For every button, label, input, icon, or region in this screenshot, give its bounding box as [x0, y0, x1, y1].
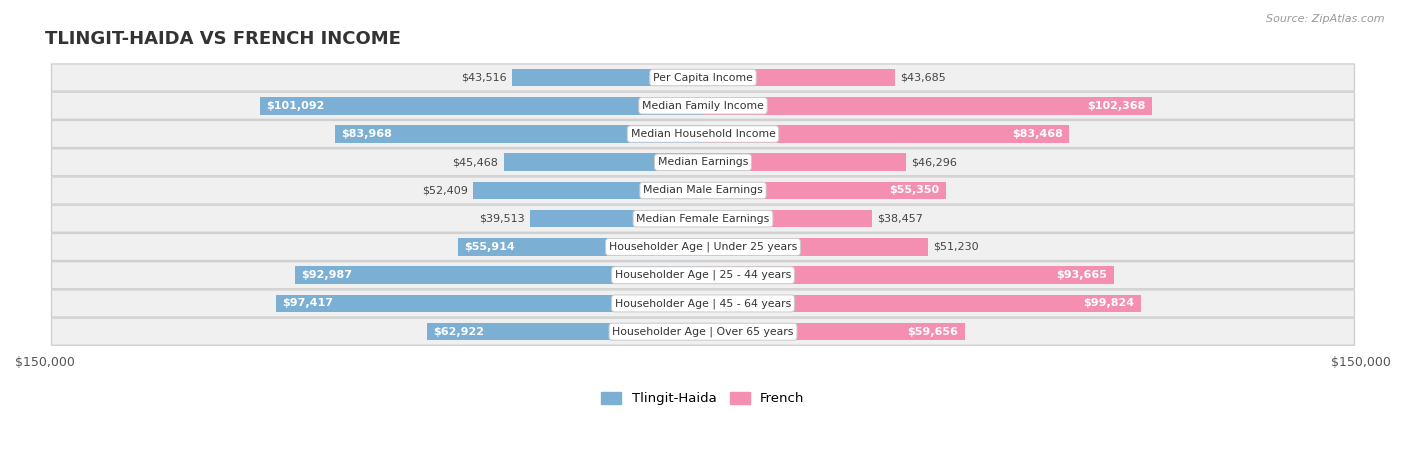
Bar	[260, 97, 703, 114]
Text: $55,350: $55,350	[889, 185, 939, 196]
Text: Source: ZipAtlas.com: Source: ZipAtlas.com	[1267, 14, 1385, 24]
Text: $38,457: $38,457	[877, 214, 922, 224]
Bar	[703, 125, 1069, 143]
Text: $97,417: $97,417	[283, 298, 333, 309]
FancyBboxPatch shape	[52, 92, 1354, 119]
Bar	[276, 295, 703, 312]
Bar	[703, 97, 1152, 114]
FancyBboxPatch shape	[52, 318, 1354, 345]
Legend: Tlingit-Haida, French: Tlingit-Haida, French	[596, 387, 810, 411]
Bar	[703, 238, 928, 256]
Text: $83,968: $83,968	[342, 129, 392, 139]
Bar	[512, 69, 703, 86]
Bar	[503, 154, 703, 171]
FancyBboxPatch shape	[52, 120, 1354, 148]
Text: $43,516: $43,516	[461, 72, 506, 83]
Text: $99,824: $99,824	[1083, 298, 1135, 309]
Text: Median Male Earnings: Median Male Earnings	[643, 185, 763, 196]
Bar	[703, 182, 946, 199]
Bar	[703, 295, 1140, 312]
Text: Median Household Income: Median Household Income	[630, 129, 776, 139]
Text: $83,468: $83,468	[1012, 129, 1063, 139]
Text: $93,665: $93,665	[1056, 270, 1108, 280]
FancyBboxPatch shape	[52, 177, 1354, 204]
Text: $59,656: $59,656	[907, 327, 957, 337]
Text: $55,914: $55,914	[464, 242, 515, 252]
Bar	[427, 323, 703, 340]
FancyBboxPatch shape	[52, 290, 1354, 317]
Text: Median Female Earnings: Median Female Earnings	[637, 214, 769, 224]
Text: Median Family Income: Median Family Income	[643, 101, 763, 111]
Text: $46,296: $46,296	[911, 157, 957, 167]
FancyBboxPatch shape	[52, 149, 1354, 176]
Text: Median Earnings: Median Earnings	[658, 157, 748, 167]
Bar	[335, 125, 703, 143]
Bar	[703, 154, 905, 171]
Bar	[530, 210, 703, 227]
Bar	[472, 182, 703, 199]
Text: $62,922: $62,922	[433, 327, 485, 337]
Text: $102,368: $102,368	[1087, 101, 1146, 111]
Text: $43,685: $43,685	[900, 72, 946, 83]
FancyBboxPatch shape	[52, 262, 1354, 289]
Text: Householder Age | 25 - 44 years: Householder Age | 25 - 44 years	[614, 270, 792, 281]
FancyBboxPatch shape	[52, 205, 1354, 232]
FancyBboxPatch shape	[52, 64, 1354, 91]
Bar	[458, 238, 703, 256]
Text: $39,513: $39,513	[479, 214, 524, 224]
Text: $51,230: $51,230	[934, 242, 979, 252]
Text: Householder Age | Over 65 years: Householder Age | Over 65 years	[612, 326, 794, 337]
Text: $101,092: $101,092	[266, 101, 325, 111]
Bar	[295, 267, 703, 284]
Bar	[703, 69, 894, 86]
Text: Per Capita Income: Per Capita Income	[652, 72, 754, 83]
Text: Householder Age | Under 25 years: Householder Age | Under 25 years	[609, 242, 797, 252]
Bar	[703, 210, 872, 227]
Bar	[703, 267, 1114, 284]
FancyBboxPatch shape	[52, 234, 1354, 261]
Text: $45,468: $45,468	[453, 157, 498, 167]
Text: TLINGIT-HAIDA VS FRENCH INCOME: TLINGIT-HAIDA VS FRENCH INCOME	[45, 30, 401, 48]
Text: Householder Age | 45 - 64 years: Householder Age | 45 - 64 years	[614, 298, 792, 309]
Bar	[703, 323, 965, 340]
Text: $52,409: $52,409	[422, 185, 468, 196]
Text: $92,987: $92,987	[302, 270, 353, 280]
